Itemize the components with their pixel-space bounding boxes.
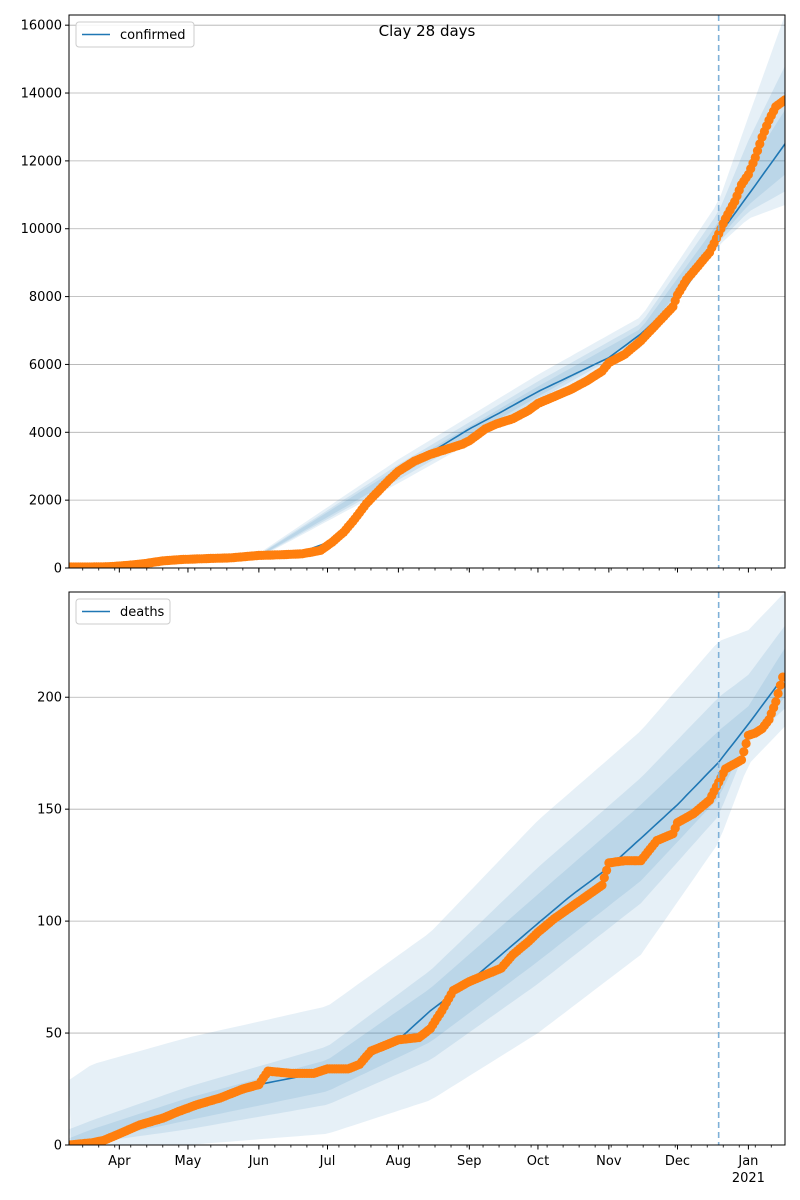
x-tick-label: Jul — [319, 1154, 336, 1169]
y-tick-label: 0 — [54, 562, 62, 577]
chart-title: Clay 28 days — [379, 22, 476, 40]
observed-point — [739, 747, 749, 757]
plot-area — [69, 592, 785, 1145]
deaths-panel: 0 50 100 150 200 deaths Apr May Jun Jul Aug Sep Oct N… — [37, 591, 786, 1186]
x-tick-label: Apr — [108, 1154, 131, 1169]
legend: confirmed — [75, 21, 195, 48]
observed-point — [773, 688, 783, 699]
observed-point — [780, 95, 785, 105]
legend-box — [75, 598, 171, 625]
y-tick-label: 10000 — [21, 222, 62, 237]
y-tick-label: 14000 — [21, 87, 62, 102]
y-tick-label: 0 — [54, 1139, 62, 1154]
observed-point — [597, 880, 607, 890]
y-tick-label: 150 — [37, 803, 62, 818]
x-tick-label: Jun — [248, 1154, 269, 1169]
legend-label: deaths — [120, 605, 165, 620]
axes-frame — [68, 14, 786, 569]
axes-frame — [68, 591, 786, 1146]
y-tick-label: 6000 — [29, 358, 62, 373]
x-tick-label: Aug — [386, 1154, 411, 1169]
observed-point — [602, 865, 612, 876]
legend-label: confirmed — [120, 28, 186, 43]
x-tick-label: May — [175, 1154, 202, 1169]
y-tick-label: 200 — [37, 691, 62, 706]
observed-point — [599, 873, 609, 883]
plot-area — [69, 15, 785, 568]
observed-point — [775, 680, 785, 690]
observed-point — [736, 755, 747, 765]
y-tick-label: 2000 — [29, 494, 62, 509]
uncertainty-band-2 — [69, 625, 785, 1145]
x-tick-label: Dec — [665, 1154, 690, 1169]
observed-point — [771, 697, 781, 707]
confirmed-panel: 0 2000 4000 6000 8000 10000 12000 14000 16000 con… — [21, 14, 786, 577]
y-tick-label: 8000 — [29, 290, 62, 305]
x-tick-label: Jan — [737, 1154, 758, 1169]
y-tick-label: 16000 — [21, 19, 62, 34]
x-year-label: 2021 — [732, 1171, 765, 1186]
y-tick-label: 12000 — [21, 154, 62, 169]
observed-point — [778, 672, 785, 682]
legend-box — [75, 21, 195, 48]
y-tick-label: 100 — [37, 915, 62, 930]
y-tick-label: 4000 — [29, 426, 62, 441]
x-tick-label: Nov — [596, 1154, 622, 1169]
legend: deaths — [75, 598, 171, 625]
x-tick-label: Sep — [457, 1154, 482, 1169]
observed-point — [741, 738, 751, 749]
y-tick-label: 50 — [45, 1027, 62, 1042]
x-tick-label: Oct — [527, 1154, 549, 1169]
